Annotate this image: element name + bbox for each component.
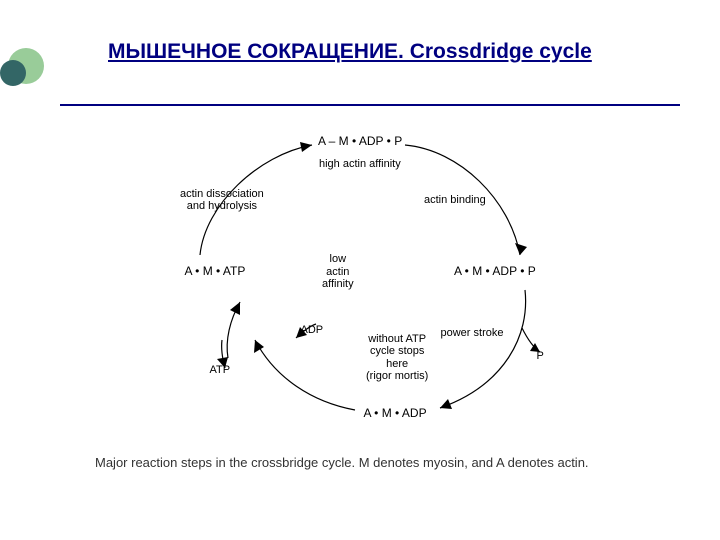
state-top-sub: high actin affinity [319,158,401,171]
state-left: A • M • ATP [185,265,246,279]
wa-l2: cycle stops [370,345,424,357]
state-bottom: A • M • ADP [364,407,427,421]
low-l3: affinity [322,278,354,290]
wa-l1: without ATP [368,333,426,345]
wa-l3: here [386,358,408,370]
low-l1: low [330,253,347,265]
figure-caption: Major reaction steps in the crossbridge … [95,455,589,470]
dis-l2: and hydrolysis [187,200,257,212]
edge-p-release: P [537,350,544,363]
state-center-low: low actin affinity [322,253,354,291]
low-l2: actin [326,266,349,278]
edge-actin-binding: actin binding [424,194,486,207]
wa-l4: (rigor mortis) [366,370,428,382]
state-top: A – M • ADP • P [318,135,402,149]
edge-adp: ADP [301,324,324,337]
edge-dissoc: actin dissociation and hydrolysis [180,188,264,213]
dis-l1: actin dissociation [180,188,264,200]
edge-atp: ATP [210,364,231,377]
edge-without-atp: without ATP cycle stops here (rigor mort… [366,333,428,384]
state-right: A • M • ADP • P [454,265,536,279]
edge-power-stroke: power stroke [441,327,504,340]
